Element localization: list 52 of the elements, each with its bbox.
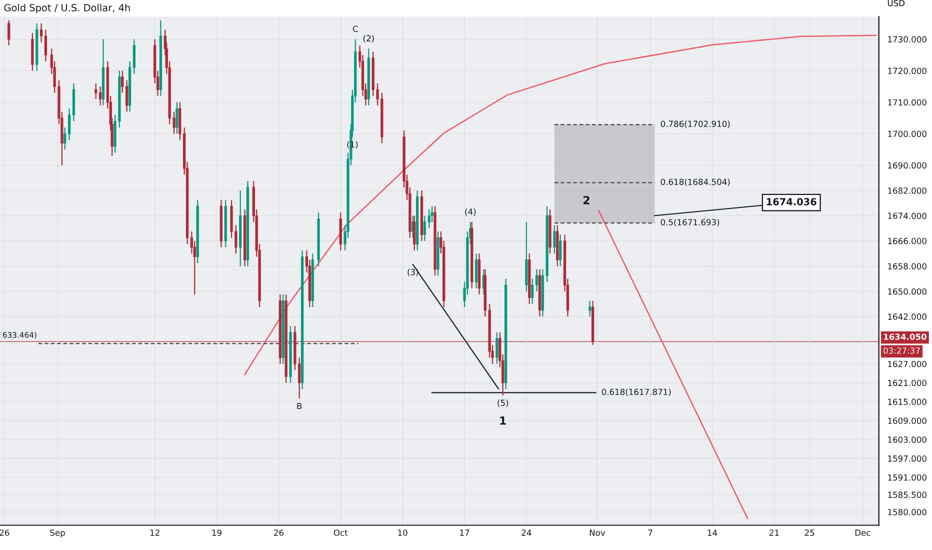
y-tick-label: 1720.000	[888, 68, 926, 74]
x-tick-label: Oct	[334, 530, 348, 536]
y-tick-label: 1700.000	[888, 130, 926, 138]
annotation: 0.5(1671.693)	[660, 218, 720, 226]
x-tick-label: 7	[648, 530, 652, 536]
y-tick-label: 1615.000	[888, 398, 926, 405]
x-tick-label: 25	[804, 530, 814, 536]
x-tick-label: 26	[0, 530, 10, 536]
y-tick-label: 1580.000	[888, 508, 926, 516]
annotation: (3)	[408, 268, 418, 276]
y-tick-label: 1658.000	[888, 263, 926, 270]
y-tick-label: 1674.000	[888, 212, 926, 219]
y-tick-label: 1650.000	[888, 288, 926, 295]
y-tick-label: 1730.000	[888, 36, 926, 42]
y-axis-title: USD	[888, 0, 905, 6]
annotation: 0.786(1702.910)	[660, 120, 730, 128]
y-tick-label: 1603.000	[888, 436, 926, 443]
x-tick-label: 26	[274, 530, 284, 536]
y-tick-label: 1597.000	[888, 455, 926, 462]
y-tick-label: 1585.500	[888, 492, 926, 498]
y-tick-label: 1690.000	[888, 162, 926, 169]
annotation: (5)	[498, 400, 508, 407]
text: 03:27:37	[884, 347, 920, 354]
x-tick-label: 21	[769, 530, 779, 536]
x-tick-label: 14	[708, 530, 718, 536]
ref-line-label: 1634.050	[884, 334, 926, 340]
x-tick-label: 19	[212, 530, 222, 536]
x-tick-label: 10	[398, 530, 408, 536]
x-tick-label: Nov	[590, 530, 606, 536]
x-tick-label: 12	[150, 530, 160, 536]
annotation: 1	[500, 416, 506, 425]
annotation: 0.618(1617.871)	[602, 388, 671, 396]
y-tick-label: 1710.000	[888, 99, 926, 106]
chart-title: Gold Spot / U.S. Dollar, 4h	[4, 4, 130, 14]
y-tick-label: 1591.000	[888, 474, 926, 481]
x-tick-label: 24	[522, 530, 532, 536]
annotation: 1674.036	[766, 198, 816, 206]
y-tick-label: 1666.000	[888, 238, 926, 244]
y-tick-label: 1621.000	[888, 380, 926, 386]
x-tick-label: Sep	[50, 530, 65, 538]
x-tick-label: 17	[460, 530, 470, 536]
y-tick-label: 1609.000	[888, 418, 926, 424]
y-tick-label: 1682.000	[888, 187, 926, 194]
annotation: C	[352, 26, 358, 32]
annotation: 0.618(1684.504)	[660, 178, 730, 186]
annotation: 2	[584, 196, 590, 204]
x-tick-label: Dec	[855, 530, 870, 536]
annotation: B	[297, 402, 302, 410]
y-tick-label: 1642.000	[888, 314, 926, 320]
annotation: (4)	[465, 208, 476, 216]
annotation: (2)	[363, 35, 374, 42]
y-tick-label: 1627.000	[888, 360, 926, 368]
